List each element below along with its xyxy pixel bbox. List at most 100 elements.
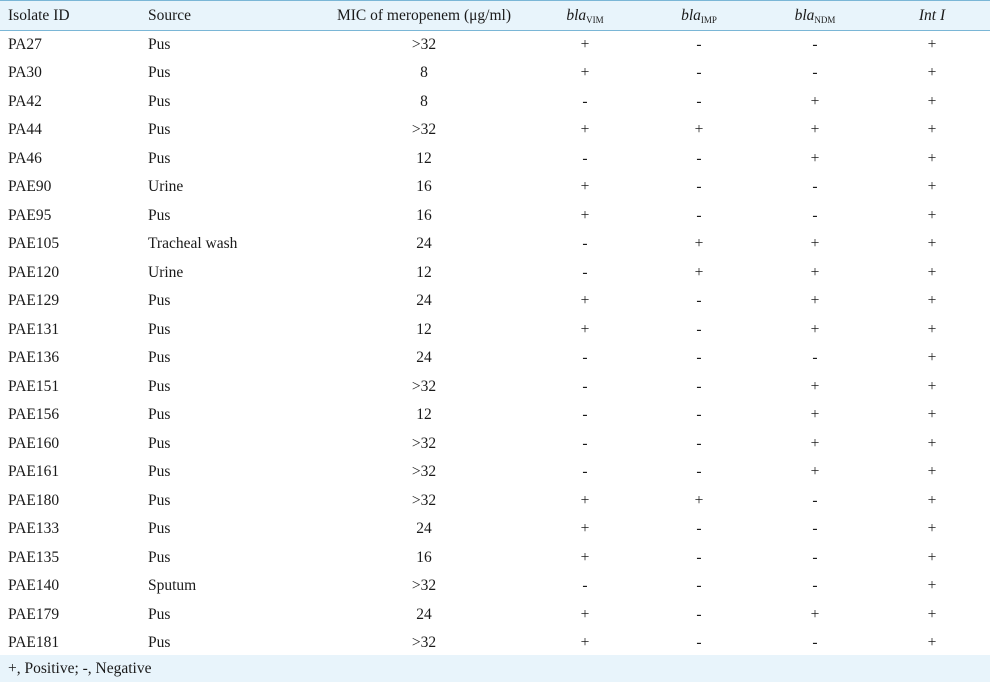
cell-bla-ndm: -	[812, 577, 818, 595]
cell-bla-vim: -	[582, 577, 588, 595]
cell-isolate-id: PAE135	[8, 548, 60, 566]
cell-source: Sputum	[148, 577, 197, 595]
table-body: PA27 Pus >32 + - - + PA30 Pus 8 + - - + PA42 Pus 8- - + + PA…	[0, 31, 990, 658]
cell-bla-imp: -	[696, 206, 702, 224]
cell-isolate-id: PAE95	[8, 206, 52, 224]
cell-mic: >32	[411, 434, 437, 452]
column-header-label: Source	[148, 6, 192, 24]
cell-int-i: +	[927, 349, 937, 367]
column-header-source: Source	[140, 1, 320, 31]
cell-mic: 12	[416, 263, 432, 281]
cell-int-i: +	[927, 463, 937, 481]
table-row: PA46 Pus 12 - - + +	[0, 145, 990, 174]
cell-isolate-id: PAE161	[8, 463, 60, 481]
cell-bla-vim: -	[582, 463, 588, 481]
cell-mic: 12	[416, 149, 432, 167]
cell-source: Pus	[148, 320, 171, 338]
column-header-bla-ndm: blaNDM	[756, 1, 874, 31]
cell-bla-imp: -	[696, 577, 702, 595]
cell-bla-imp: -	[696, 292, 702, 310]
column-header-subscript: VIM	[586, 14, 604, 25]
cell-bla-vim: +	[580, 206, 590, 224]
cell-bla-vim: +	[580, 548, 590, 566]
cell-mic: >32	[411, 463, 437, 481]
cell-source: Pus	[148, 206, 171, 224]
cell-bla-imp: -	[696, 463, 702, 481]
column-header-subscript: IMP	[700, 14, 717, 25]
cell-int-i: +	[927, 206, 937, 224]
cell-bla-vim: +	[580, 36, 590, 53]
cell-isolate-id: PAE156	[8, 406, 60, 424]
table-row: PAE151 Pus >32 - - + +	[0, 373, 990, 402]
table-row: PAE156 Pus 12 - - + +	[0, 401, 990, 430]
cell-bla-ndm: -	[812, 36, 818, 53]
cell-bla-vim: +	[580, 520, 590, 538]
cell-bla-ndm: -	[812, 491, 818, 509]
cell-bla-ndm: -	[812, 520, 818, 538]
cell-isolate-id: PAE151	[8, 377, 60, 395]
cell-source: Pus	[148, 377, 171, 395]
column-header-bla-vim: blaVIM	[528, 1, 642, 31]
cell-isolate-id: PA30	[8, 64, 42, 82]
cell-bla-vim: -	[582, 434, 588, 452]
table-row: PAE90 Urine 16 + - - +	[0, 173, 990, 202]
cell-bla-vim: +	[580, 605, 590, 623]
cell-isolate-id: PAE105	[8, 235, 60, 253]
table-row: PAE181 Pus >32 + - - +	[0, 629, 990, 658]
cell-source: Pus	[148, 520, 171, 538]
column-header-int-i: Int I	[874, 1, 990, 31]
cell-bla-ndm: +	[810, 235, 820, 253]
cell-bla-vim: +	[580, 634, 590, 651]
cell-bla-ndm: +	[810, 434, 820, 452]
cell-source: Tracheal wash	[148, 235, 238, 253]
cell-bla-imp: -	[696, 178, 702, 196]
cell-source: Pus	[148, 36, 171, 53]
table-row: PAE105 Tracheal wash 24 - + + +	[0, 230, 990, 259]
cell-int-i: +	[927, 292, 937, 310]
cell-bla-imp: +	[694, 263, 704, 281]
cell-bla-ndm: +	[810, 377, 820, 395]
cell-int-i: +	[927, 548, 937, 566]
cell-isolate-id: PAE129	[8, 292, 60, 310]
column-header-label: MIC of meropenem (μg/ml)	[336, 6, 512, 24]
cell-source: Pus	[148, 149, 171, 167]
cell-source: Pus	[148, 491, 171, 509]
cell-bla-vim: +	[580, 320, 590, 338]
cell-bla-ndm: +	[810, 406, 820, 424]
cell-mic: >32	[411, 634, 437, 651]
cell-source: Pus	[148, 463, 171, 481]
cell-int-i: +	[927, 634, 937, 651]
cell-bla-imp: +	[694, 121, 704, 139]
column-header-subscript: NDM	[814, 14, 836, 25]
cell-isolate-id: PAE133	[8, 520, 60, 538]
cell-int-i: +	[927, 149, 937, 167]
cell-bla-imp: -	[696, 149, 702, 167]
cell-bla-vim: -	[582, 377, 588, 395]
table-row: PAE179 Pus 24 + - + +	[0, 601, 990, 630]
cell-source: Urine	[148, 178, 184, 196]
cell-int-i: +	[927, 491, 937, 509]
cell-source: Pus	[148, 434, 171, 452]
cell-int-i: +	[927, 434, 937, 452]
cell-mic: 24	[416, 349, 432, 367]
table-row: PAE136 Pus 24 - - - +	[0, 344, 990, 373]
cell-isolate-id: PAE90	[8, 178, 52, 196]
cell-mic: >32	[411, 491, 437, 509]
cell-bla-vim: +	[580, 64, 590, 82]
column-header-label: bla	[794, 6, 815, 24]
cell-source: Pus	[148, 121, 171, 139]
cell-mic: 24	[416, 235, 432, 253]
cell-mic: >32	[411, 377, 437, 395]
cell-isolate-id: PAE181	[8, 634, 60, 651]
cell-int-i: +	[927, 178, 937, 196]
cell-bla-ndm: +	[810, 605, 820, 623]
cell-int-i: +	[927, 36, 937, 53]
cell-mic: 24	[416, 605, 432, 623]
table-row: PAE140 Sputum >32 - - - +	[0, 572, 990, 601]
cell-isolate-id: PAE131	[8, 320, 60, 338]
column-header-mic: MIC of meropenem (μg/ml)	[320, 1, 528, 31]
cell-bla-ndm: +	[810, 463, 820, 481]
cell-mic: 16	[416, 178, 432, 196]
cell-bla-vim: -	[582, 149, 588, 167]
